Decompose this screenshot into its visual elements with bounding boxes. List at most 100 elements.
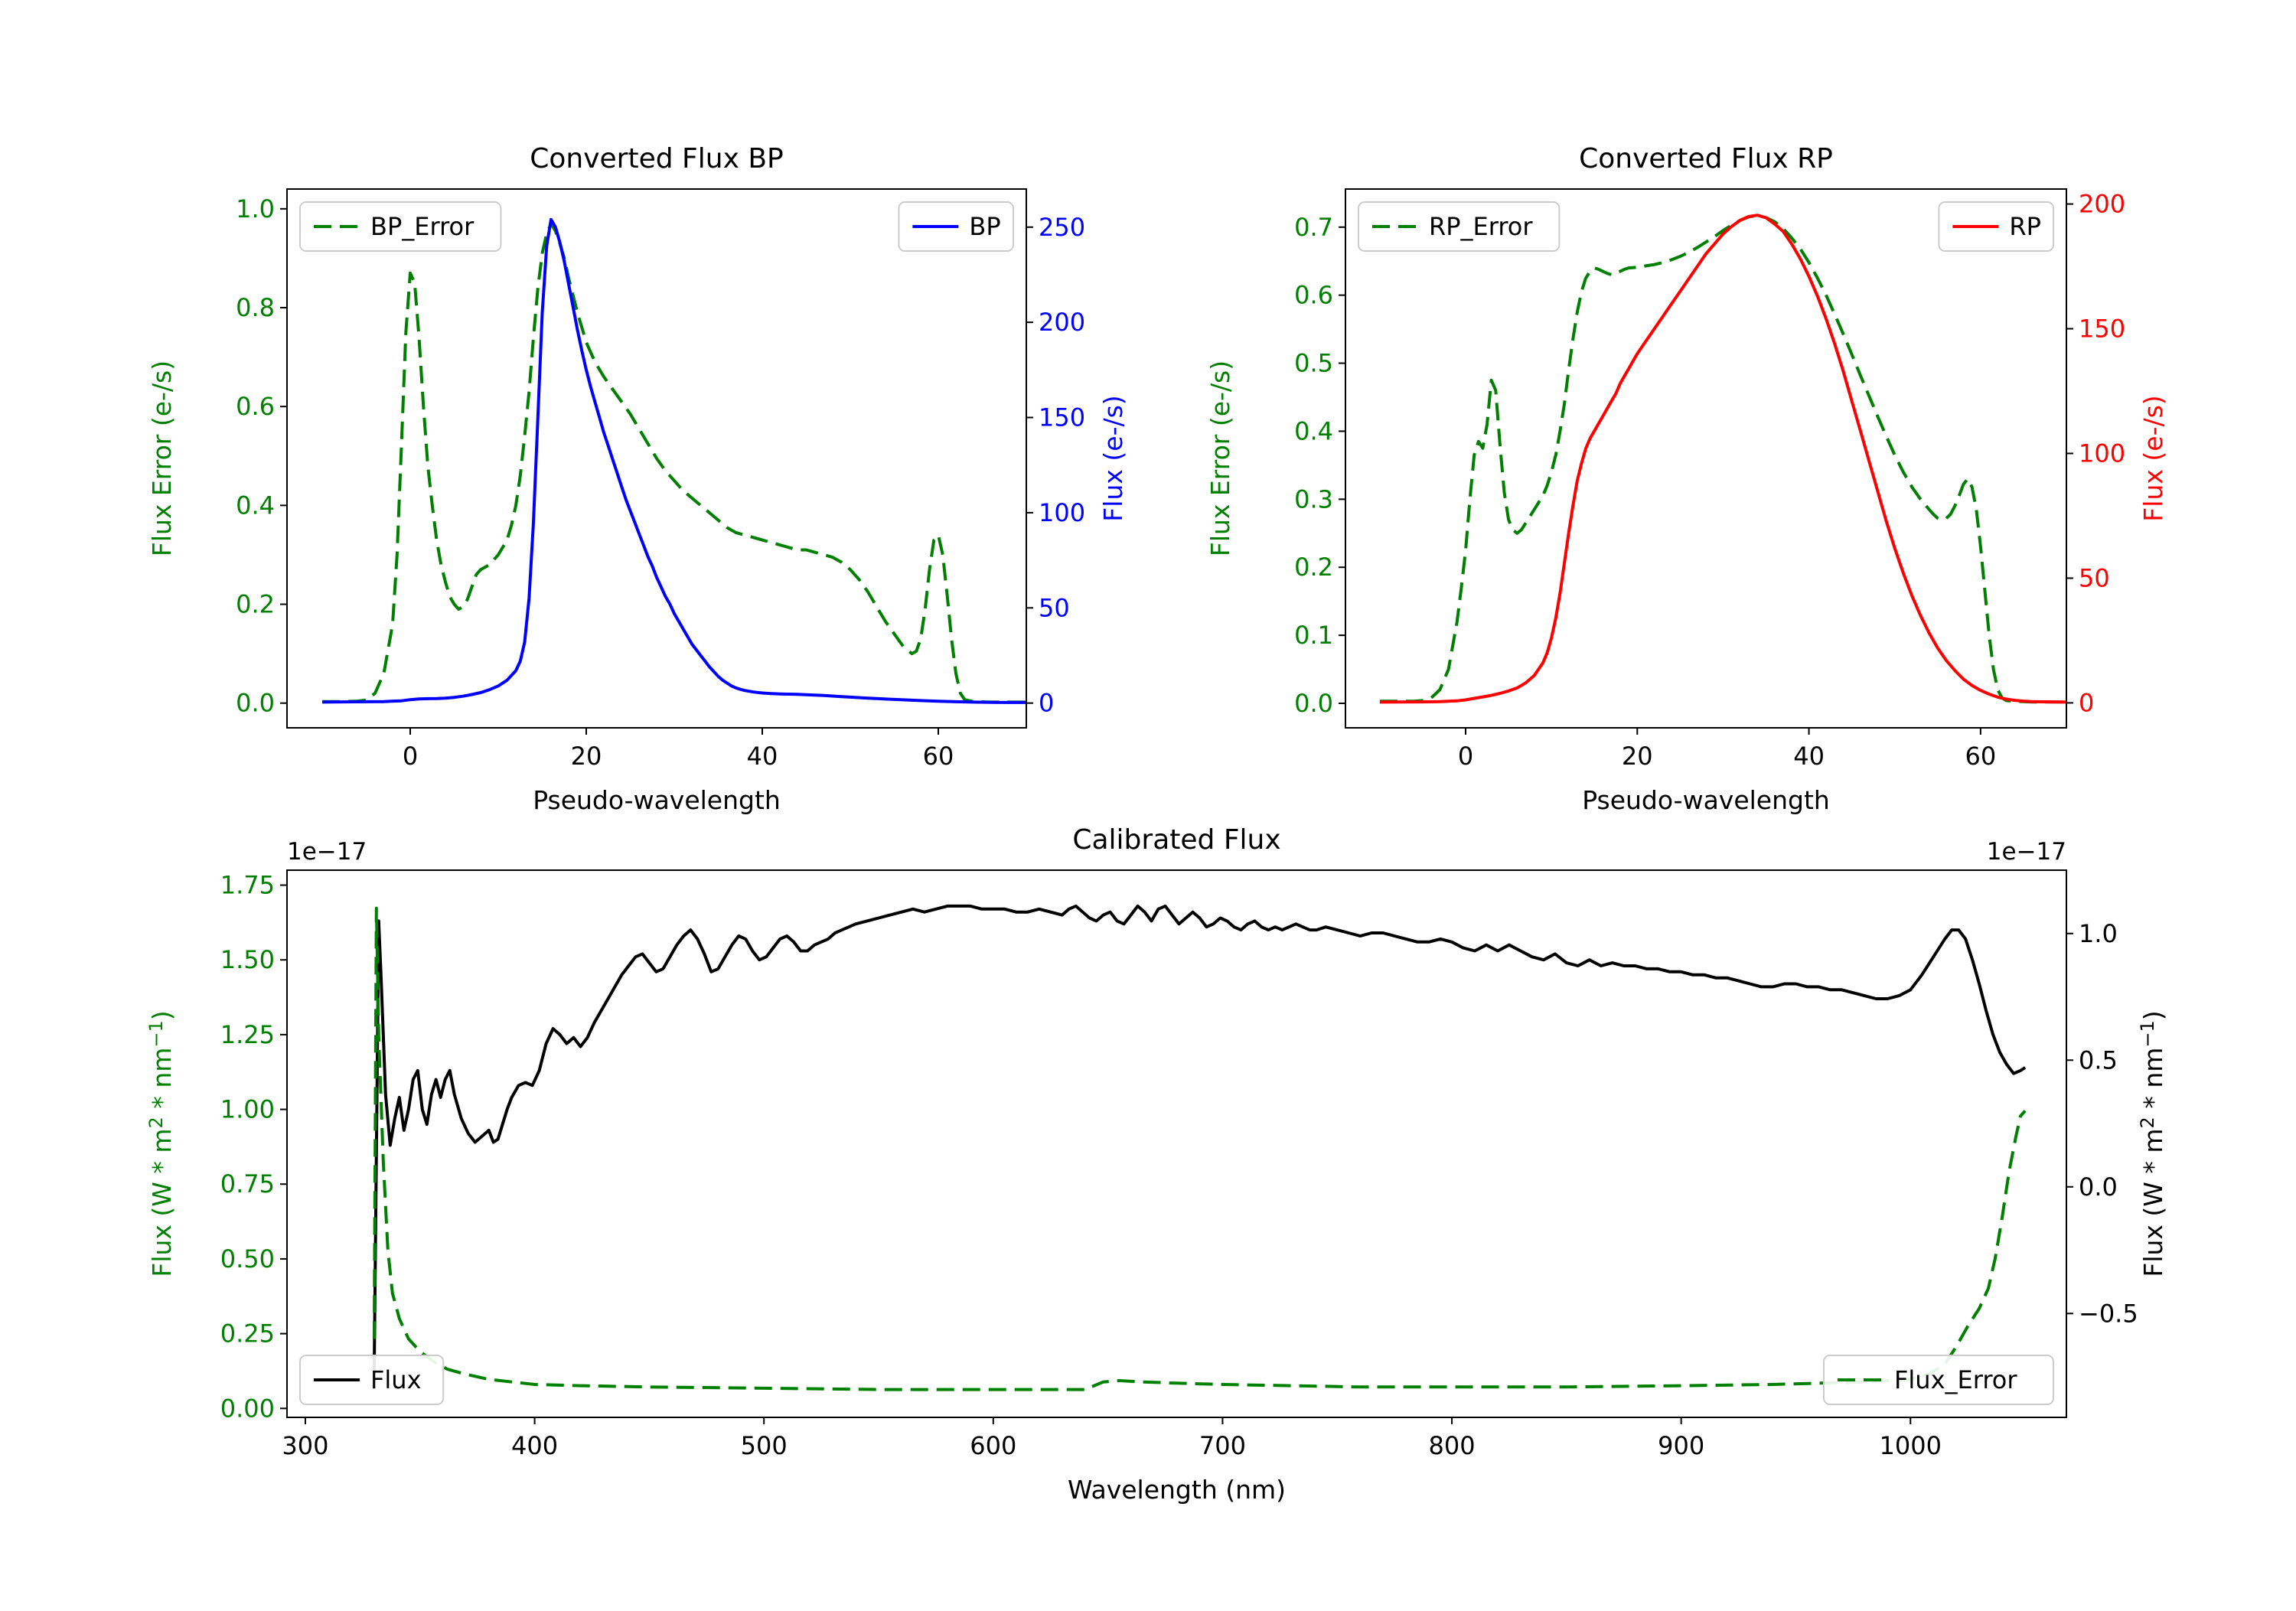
- y-tick-label-right: 150: [2079, 315, 2125, 344]
- y-tick-label-left: 0.75: [220, 1169, 275, 1198]
- x-tick-label: 60: [1965, 742, 1996, 771]
- y-axis-label-left: Flux Error (e-/s): [147, 360, 177, 556]
- y-tick-label-left: 0.6: [236, 392, 275, 421]
- series-flux-error-line: [372, 906, 2027, 1391]
- axes-frame: [286, 869, 2067, 1418]
- series-bp-line: [321, 217, 1026, 704]
- legend-box: [1823, 1355, 2054, 1405]
- legend-bp-error: BP_Error: [299, 201, 502, 252]
- y-tick-label-right: 50: [1039, 593, 1070, 622]
- x-tick-label: 600: [970, 1431, 1016, 1460]
- y-axis-label-right: Flux (e-/s): [1098, 395, 1128, 521]
- y-tick-label-right: 200: [1039, 308, 1085, 337]
- y-tick-label-right: 50: [2079, 563, 2110, 592]
- y-axis-label-right: Flux (e-/s): [2138, 395, 2168, 521]
- y-tick-label-left: 0.0: [236, 689, 275, 718]
- x-axis-label: Pseudo-wavelength: [533, 785, 781, 815]
- x-tick-label: 20: [571, 742, 602, 771]
- y-tick-label-right: 100: [2079, 439, 2125, 468]
- x-tick-label: 900: [1658, 1431, 1704, 1460]
- offset-text-right: 1e−17: [1987, 838, 2066, 866]
- series-rp-line: [1379, 214, 2066, 704]
- chart-rp: 0 20 40 60 0.0 0.1 0.2 0.3 0.4 0.5 0.6 0.7 0 50 100 150…: [1205, 143, 2168, 815]
- x-tick-label: 1000: [1880, 1431, 1942, 1460]
- plot-area-bp: [321, 217, 1026, 704]
- series-bp-error-line: [322, 222, 1026, 704]
- legend-label: RP_Error: [1429, 212, 1533, 241]
- y-tick-label-right: 0.5: [2079, 1045, 2118, 1075]
- y-tick-label-left: 0.2: [1294, 553, 1333, 582]
- x-tick-label: 0: [1458, 742, 1473, 771]
- y-tick-label-left: 0.8: [236, 293, 275, 322]
- x-tick-label: 400: [511, 1431, 558, 1460]
- y-tick-label-left: 0.50: [220, 1244, 275, 1273]
- y-tick-label-left: 0.4: [1294, 416, 1333, 445]
- chart-title: Converted Flux BP: [530, 143, 783, 174]
- y-tick-label-left: 1.0: [236, 194, 275, 223]
- chart-bp: 0 20 40 60 0.0 0.2 0.4 0.6 0.8 1.0 0 50 100 150 200 250…: [147, 143, 1128, 815]
- series-flux-line: [372, 904, 2027, 1373]
- chart-title: Calibrated Flux: [1072, 824, 1280, 856]
- legend-label: RP: [2009, 212, 2041, 241]
- y-tick-label-left: 0.7: [1294, 213, 1333, 242]
- y-tick-label-right: −0.5: [2079, 1299, 2138, 1328]
- y-tick-label-left: 0.0: [1294, 689, 1333, 718]
- y-tick-label-left: 0.2: [236, 590, 275, 619]
- y-tick-label-right: 1.0: [2079, 919, 2118, 948]
- x-tick-label: 20: [1622, 742, 1653, 771]
- x-tick-label: 800: [1428, 1431, 1475, 1460]
- legend-label: BP: [969, 212, 1000, 241]
- x-tick-label: 300: [282, 1431, 328, 1460]
- chart-cal: 300 400 500 600 700 800 900 1000 0.00 0.25 0.50 0.7…: [145, 824, 2168, 1505]
- y-tick-label-right: 0.0: [2079, 1172, 2118, 1202]
- y-axis-label-left: Flux Error (e-/s): [1205, 360, 1235, 556]
- x-tick-label: 0: [403, 742, 418, 771]
- y-axis-label-left: Flux (W * m2 * nm−1): [145, 1010, 177, 1277]
- legend-flux: Flux: [299, 1355, 445, 1405]
- x-tick-label: 60: [923, 742, 954, 771]
- plot-area-cal: [372, 904, 2027, 1391]
- y-tick-label-left: 1.25: [220, 1020, 275, 1049]
- y-tick-label-right: 100: [1039, 498, 1085, 527]
- legend-flux-error: Flux_Error: [1823, 1355, 2054, 1405]
- y-tick-label-left: 0.3: [1294, 484, 1333, 514]
- y-tick-label-left: 1.00: [220, 1095, 275, 1124]
- offset-text-left: 1e−17: [287, 838, 367, 866]
- axes-frame: [286, 188, 1027, 729]
- x-axis-label: Wavelength (nm): [1068, 1475, 1286, 1505]
- legend-box: [299, 1355, 445, 1405]
- x-tick-label: 500: [741, 1431, 788, 1460]
- x-tick-label: 700: [1199, 1431, 1246, 1460]
- y-tick-label-left: 0.25: [220, 1319, 275, 1348]
- plot-area-rp: [1379, 214, 2066, 704]
- y-tick-label-left: 1.75: [220, 871, 275, 900]
- legend-rp: RP: [1938, 201, 2054, 252]
- legend-label: Flux: [370, 1365, 422, 1394]
- y-tick-label-left: 0.4: [236, 491, 275, 520]
- y-tick-label-left: 0.6: [1294, 281, 1333, 310]
- y-tick-label-left: 0.00: [220, 1394, 275, 1423]
- chart-title: Converted Flux RP: [1579, 143, 1833, 174]
- y-tick-label-right: 0: [2079, 688, 2094, 717]
- y-tick-label-right: 200: [2079, 190, 2125, 219]
- series-rp-error-line: [1379, 214, 2066, 704]
- x-tick-label: 40: [1793, 742, 1825, 771]
- legend-label: BP_Error: [370, 212, 475, 241]
- y-tick-label-left: 0.5: [1294, 349, 1333, 378]
- y-tick-label-right: 0: [1039, 689, 1054, 718]
- y-tick-label-left: 0.1: [1294, 621, 1333, 650]
- y-tick-label-left: 1.50: [220, 945, 275, 974]
- x-tick-label: 40: [747, 742, 778, 771]
- legend-box: [299, 201, 502, 252]
- legend-box: [1358, 201, 1561, 252]
- axes-frame: [1345, 188, 2067, 729]
- y-tick-label-right: 150: [1039, 403, 1085, 432]
- legend-label: Flux_Error: [1894, 1365, 2017, 1394]
- legend-bp: BP: [898, 201, 1015, 252]
- x-axis-label: Pseudo-wavelength: [1582, 785, 1830, 815]
- y-tick-label-right: 250: [1039, 213, 1085, 242]
- legend-rp-error: RP_Error: [1358, 201, 1561, 252]
